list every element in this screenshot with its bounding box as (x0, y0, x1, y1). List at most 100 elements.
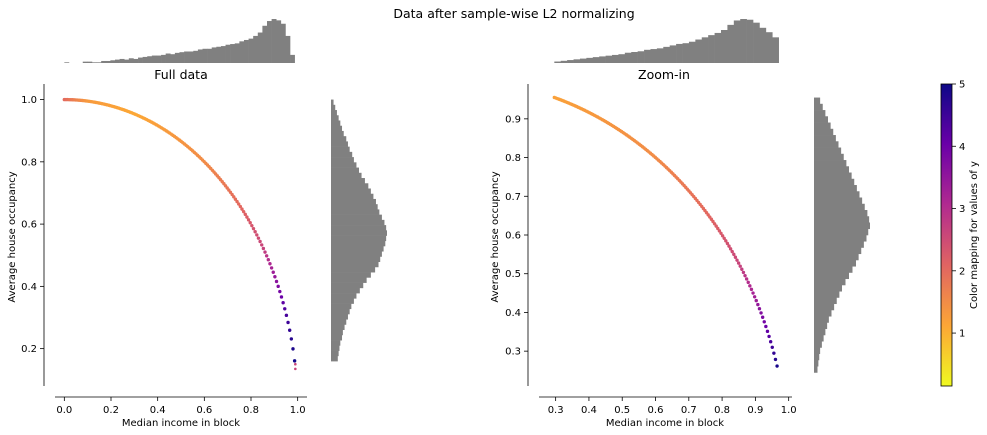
y-histogram-bar (331, 104, 336, 111)
y-histogram-bar (331, 340, 341, 346)
scatter-outlier-point (294, 362, 297, 366)
scatter-point (756, 302, 760, 307)
scatter-point (258, 239, 262, 244)
scatter-point (233, 197, 238, 201)
x-histogram-bar (567, 60, 574, 63)
scatter-point (279, 295, 284, 299)
y-histogram-bar (814, 122, 831, 130)
scatter-point (264, 254, 269, 258)
x-histogram-bar (753, 22, 760, 64)
x-histogram-bar (133, 58, 139, 63)
scatter-point (286, 320, 290, 325)
x-histogram-bar (165, 53, 171, 63)
y-histogram-bar (331, 157, 354, 163)
zoom-in-panel: Zoom-in 0.3 0.4 0.5 0.6 0.7 0.8 0.9 1.0 0.30.40… (490, 19, 870, 429)
y-histogram-bar (814, 322, 828, 330)
y-histogram-bar (331, 251, 382, 257)
y-histogram-bar (331, 293, 357, 299)
x-tick-label: 0.8 (243, 405, 259, 416)
colorbar-ticks: 1 2 3 4 5 (952, 80, 965, 340)
scatter-point (743, 273, 747, 278)
x-histogram-bar (170, 54, 176, 63)
y-histogram-bar (331, 193, 374, 200)
zoom-in-x-label: Median income in block (606, 418, 724, 429)
scatter-point (719, 231, 723, 235)
x-histogram-bar (161, 54, 166, 63)
x-histogram-bar (179, 52, 185, 63)
y-histogram-bar (814, 172, 852, 180)
y-tick-label: 0.4 (21, 282, 37, 293)
y-histogram-bar (814, 203, 865, 211)
scatter-point (235, 199, 239, 204)
x-histogram-bar (592, 57, 600, 63)
scatter-point (730, 249, 734, 254)
x-histogram-bar (676, 43, 683, 63)
y-tick-label: 0.2 (21, 344, 37, 355)
scatter-point (260, 243, 264, 247)
y-histogram-bar (814, 197, 863, 205)
scatter-point (268, 262, 272, 266)
colorbar-label: Color mapping for values of y (969, 161, 980, 309)
y-histogram-bar (814, 253, 859, 261)
x-histogram-bar (267, 21, 272, 64)
y-tick-label: 0.4 (505, 308, 521, 319)
x-tick-label: 0.4 (581, 405, 597, 416)
x-histogram-bar (688, 41, 696, 63)
x-tick-label: 0.8 (714, 405, 730, 416)
x-histogram-bar (151, 55, 157, 63)
x-histogram-bar (714, 32, 722, 63)
scatter-point (717, 229, 722, 233)
y-histogram-bar (331, 219, 385, 226)
full-data-y-ticks: 0.2 0.4 0.6 0.8 1.0 (21, 95, 44, 355)
scatter-point (255, 233, 259, 237)
scatter-point (749, 287, 754, 292)
x-tick-label: 0.0 (56, 405, 72, 416)
x-histogram-bar (772, 37, 779, 63)
x-histogram-bar (765, 32, 773, 63)
scatter-point (740, 267, 744, 271)
y-tick-label: 1.0 (21, 95, 37, 106)
x-histogram-bar (101, 60, 107, 63)
scatter-point (271, 270, 275, 274)
y-tick-label: 0.3 (505, 347, 521, 358)
zoom-in-x-ticks: 0.3 0.4 0.5 0.6 0.7 0.8 0.9 1.0 (548, 397, 797, 416)
y-histogram-bar (814, 266, 853, 273)
scatter-point (736, 261, 741, 265)
y-histogram-bar (331, 151, 353, 158)
scatter-point (291, 347, 295, 351)
y-histogram-bar (331, 240, 386, 247)
x-histogram-bar (644, 49, 651, 63)
x-histogram-bar (87, 61, 93, 63)
y-histogram-bar (814, 316, 829, 323)
x-histogram-bar (202, 48, 208, 63)
y-histogram-bar (331, 120, 341, 127)
zoom-in-x-histogram (554, 19, 779, 64)
y-histogram-bar (331, 235, 387, 242)
x-histogram-bar (105, 60, 111, 63)
y-histogram-bar (814, 216, 870, 223)
x-histogram-bar (285, 35, 291, 63)
x-histogram-bar (290, 54, 295, 63)
figure-title: Data after sample-wise L2 normalizing (393, 6, 634, 21)
x-histogram-bar (156, 55, 162, 63)
x-histogram-bar (147, 56, 153, 63)
x-histogram-bar (253, 35, 259, 63)
y-histogram-bar (331, 272, 371, 278)
colorbar-tick-label: 1 (959, 329, 965, 340)
x-histogram-bar (650, 49, 658, 63)
y-histogram-bar (331, 162, 357, 168)
y-histogram-bar (331, 172, 362, 179)
y-histogram-bar (331, 298, 354, 304)
y-histogram-bar (814, 353, 820, 361)
y-histogram-bar (331, 287, 360, 294)
x-tick-label: 0.6 (648, 405, 664, 416)
full-data-x-label: Median income in block (122, 418, 240, 429)
scatter-point (266, 258, 271, 262)
x-tick-label: 0.6 (196, 405, 212, 416)
x-histogram-bar (220, 46, 226, 63)
scatter-point (754, 298, 758, 303)
y-histogram-bar (331, 209, 380, 215)
y-histogram-bar (331, 256, 381, 263)
y-histogram-bar (814, 278, 846, 286)
